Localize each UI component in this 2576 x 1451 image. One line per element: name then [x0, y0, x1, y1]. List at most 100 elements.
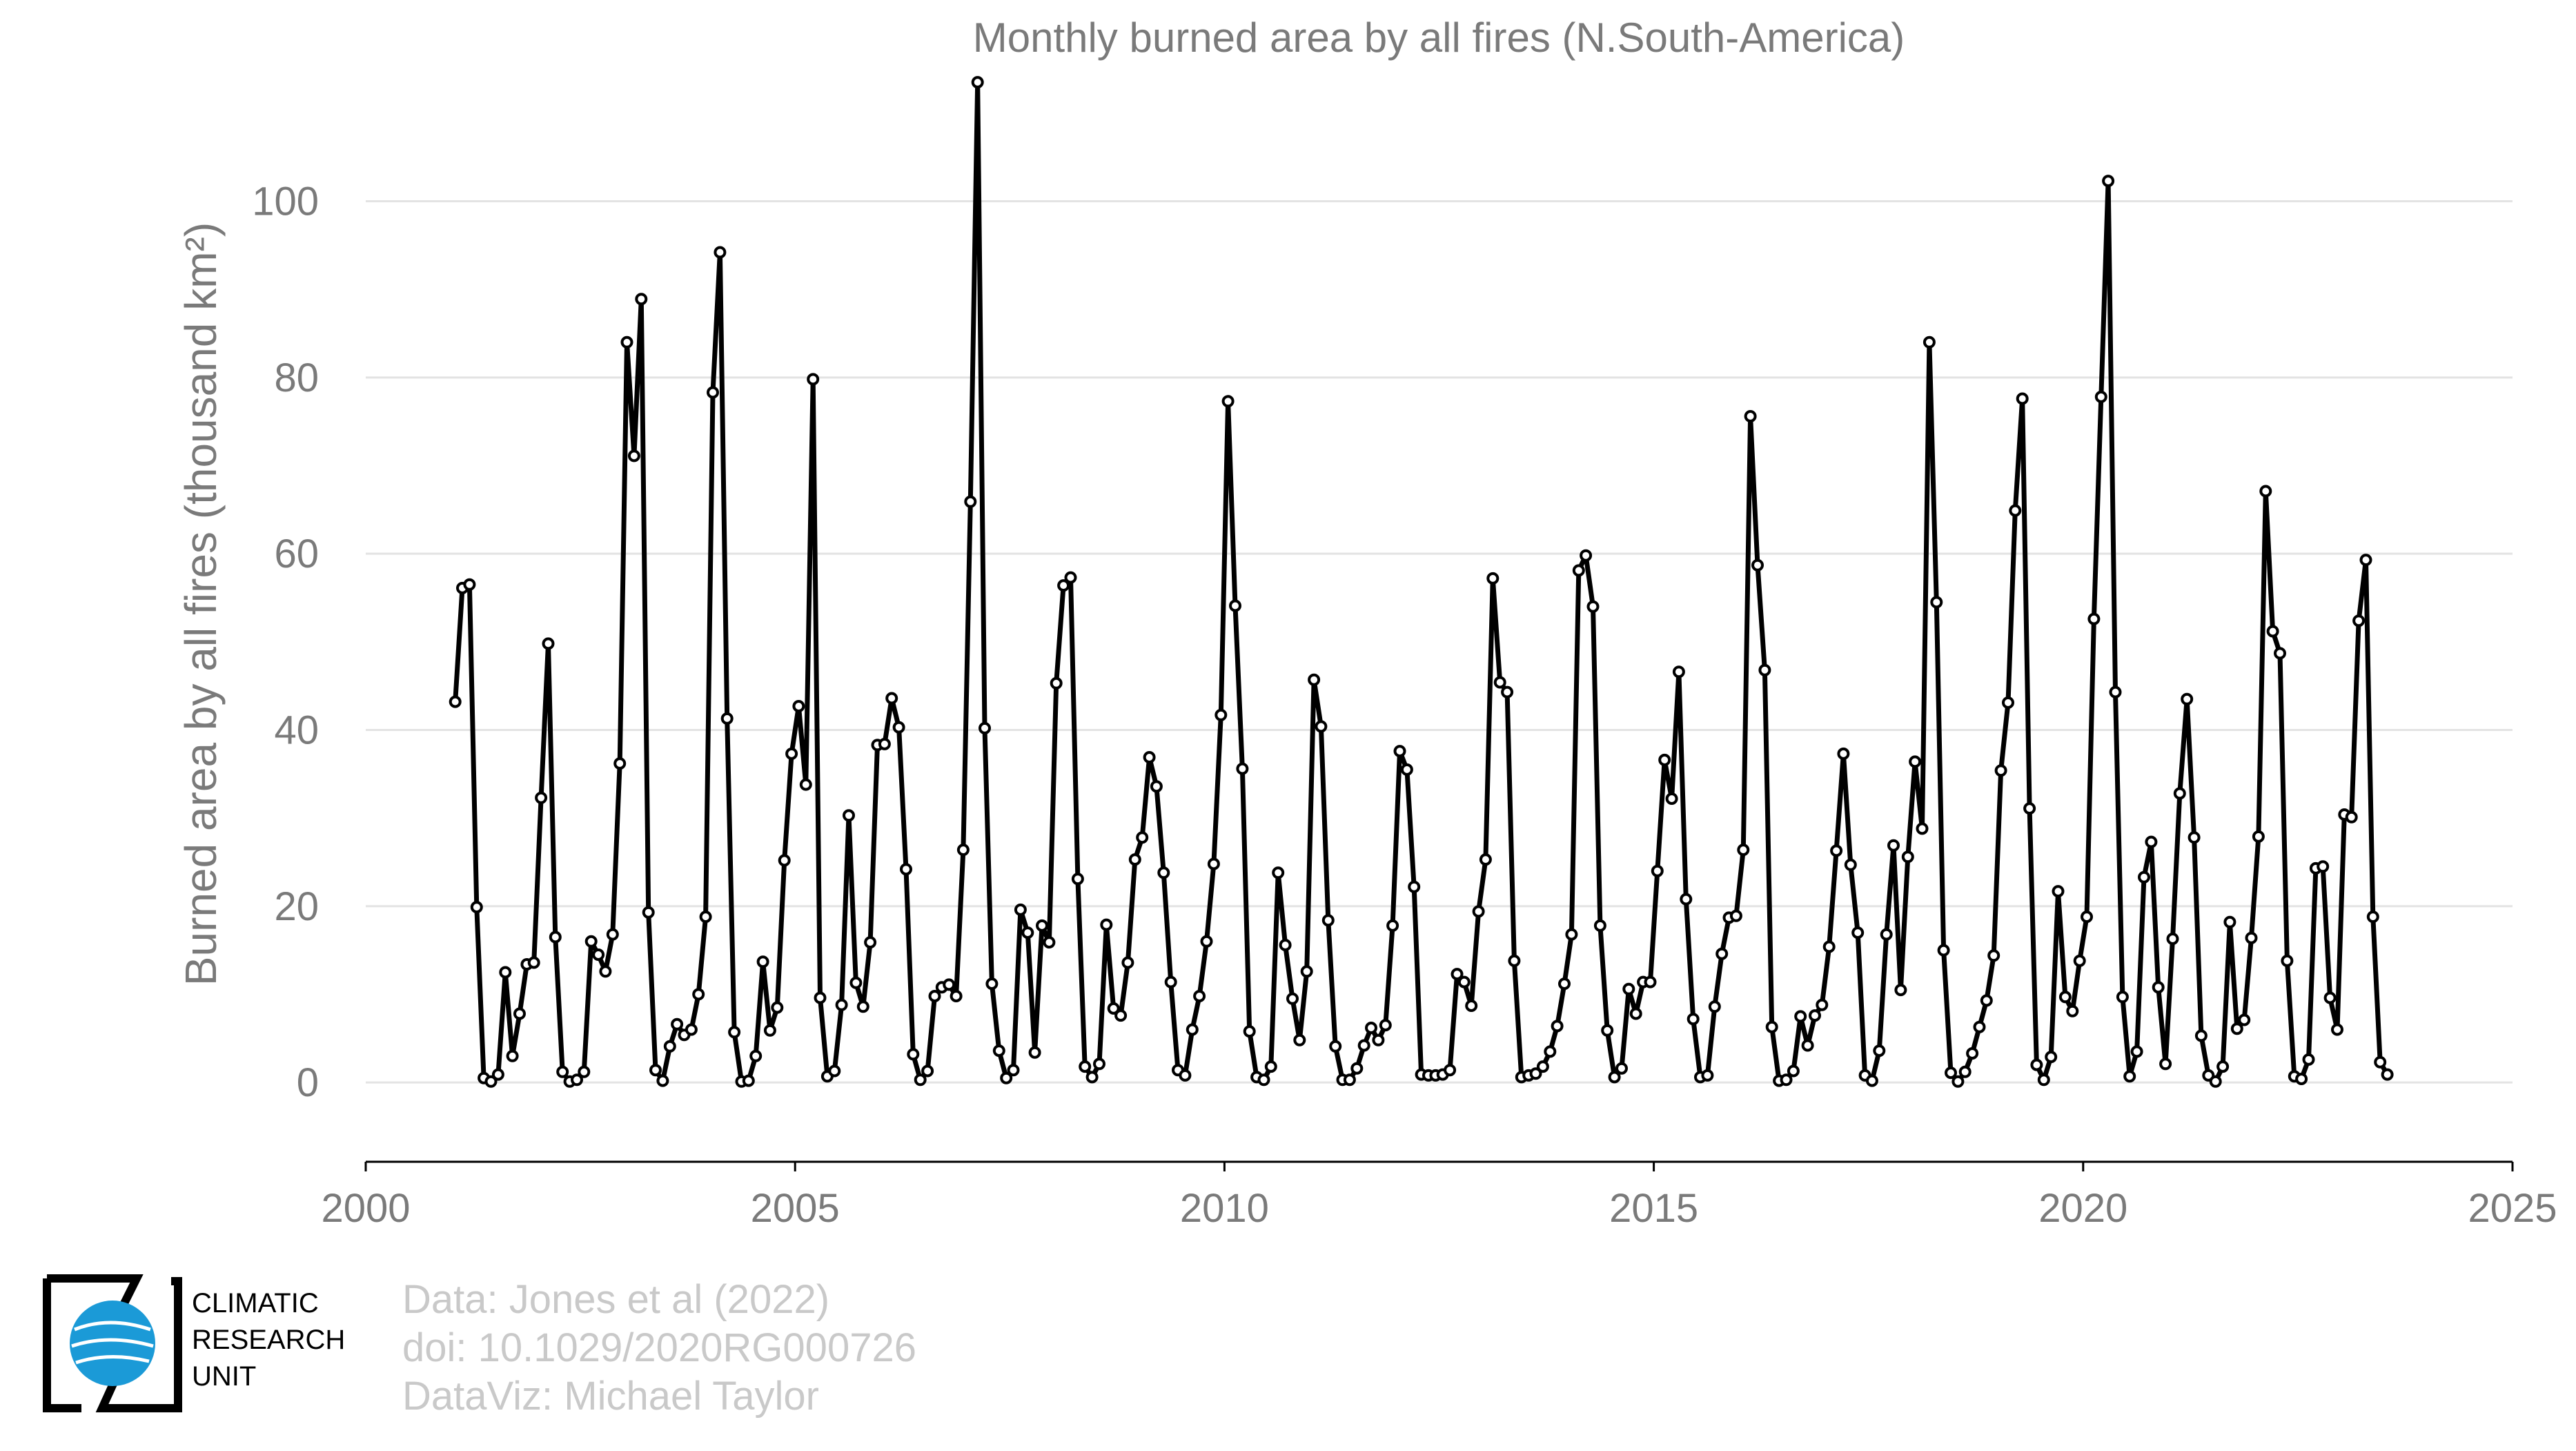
data-point [1179, 1069, 1192, 1082]
data-point [2116, 991, 2129, 1004]
data-point [571, 1073, 583, 1087]
data-point [992, 1044, 1005, 1058]
data-point [1064, 571, 1077, 584]
data-point [1780, 1073, 1793, 1087]
data-point [1923, 335, 1936, 349]
data-point [1994, 764, 2007, 777]
data-point [2274, 647, 2286, 660]
series-points [449, 76, 2394, 1088]
data-point [2295, 1073, 2308, 1085]
data-point [649, 1064, 662, 1077]
data-point [1593, 919, 1606, 932]
y-tick-label: 60 [274, 532, 319, 576]
data-point [1321, 914, 1335, 927]
data-point [2331, 1023, 2343, 1036]
data-point [771, 1001, 784, 1014]
data-point [1085, 1071, 1099, 1084]
data-point [835, 998, 848, 1011]
credit-data: Data: Jones et al (2022) [402, 1277, 830, 1322]
data-point [1093, 1058, 1105, 1071]
data-point [971, 76, 984, 89]
data-point [1887, 839, 1900, 852]
x-tick-label: 2025 [2468, 1186, 2557, 1231]
data-point [914, 1073, 927, 1087]
data-point [1880, 928, 1893, 941]
data-point [2066, 1004, 2079, 1017]
data-point [699, 910, 712, 924]
data-point [2102, 175, 2115, 188]
data-point [1586, 600, 1600, 613]
data-point [878, 737, 891, 750]
data-point [1580, 549, 1593, 562]
credit-doi: doi: 10.1029/2020RG000726 [402, 1325, 916, 1370]
data-point [1973, 1020, 1986, 1033]
data-point [2323, 991, 2337, 1004]
data-point [1121, 956, 1134, 969]
data-point [864, 936, 877, 949]
data-point [1966, 1047, 1979, 1060]
data-point [1393, 745, 1406, 758]
series-line [453, 79, 2390, 1084]
data-point [1379, 1019, 1392, 1032]
data-point [2094, 390, 2107, 403]
data-point [1894, 984, 1907, 997]
data-point [807, 373, 820, 386]
data-point [578, 1065, 591, 1078]
data-point [1357, 1039, 1370, 1052]
data-point [1615, 1062, 1628, 1075]
data-point [1400, 763, 1413, 776]
data-point [1715, 947, 1729, 960]
data-point [828, 1064, 841, 1078]
x-tick-label: 2015 [1609, 1186, 1698, 1231]
data-point [2317, 860, 2330, 873]
data-point [463, 578, 476, 591]
data-point [1987, 949, 2000, 962]
data-point [642, 906, 655, 919]
data-point [2187, 831, 2201, 844]
data-point [1150, 780, 1163, 793]
data-point [1529, 1067, 1542, 1080]
data-point [1916, 822, 1929, 835]
data-point [1809, 1009, 1821, 1022]
data-point [1672, 665, 1685, 679]
data-point [1444, 1064, 1457, 1077]
data-point [1057, 579, 1070, 592]
data-point [2130, 1045, 2143, 1058]
data-point [1079, 1060, 1092, 1073]
data-point [1980, 994, 1993, 1007]
data-point [1951, 1075, 1965, 1088]
data-point [2181, 692, 2194, 705]
data-point [2259, 485, 2272, 498]
data-point [527, 956, 540, 969]
data-point [1909, 755, 1922, 768]
data-point [956, 844, 970, 857]
data-point [2002, 696, 2014, 709]
data-point [627, 449, 640, 462]
data-point [763, 1024, 776, 1037]
data-point [979, 721, 991, 734]
credits: Data: Jones et al (2022) doi: 10.1029/20… [402, 1276, 916, 1421]
data-point [2381, 1068, 2394, 1081]
data-point [2194, 1029, 2208, 1042]
x-ticks: 2000 2005 2010 2015 2020 2025 [321, 1162, 2557, 1231]
data-point [1036, 919, 1048, 932]
data-point [921, 1064, 934, 1078]
data-point [449, 695, 462, 708]
data-point [1565, 928, 1578, 941]
data-point [928, 990, 941, 1002]
data-point [513, 1007, 526, 1020]
data-point [2166, 933, 2179, 945]
data-point [1758, 663, 1771, 676]
data-point [1100, 918, 1113, 931]
data-point [778, 854, 791, 867]
data-point [1264, 1060, 1277, 1073]
data-point [2216, 1060, 2230, 1073]
x-tick-label: 2010 [1180, 1186, 1269, 1231]
data-point [1493, 676, 1506, 689]
data-point [1293, 1033, 1306, 1046]
data-point [1408, 880, 1421, 893]
data-point [1207, 857, 1220, 870]
data-point [656, 1074, 669, 1087]
y-tick-label: 40 [274, 708, 319, 752]
